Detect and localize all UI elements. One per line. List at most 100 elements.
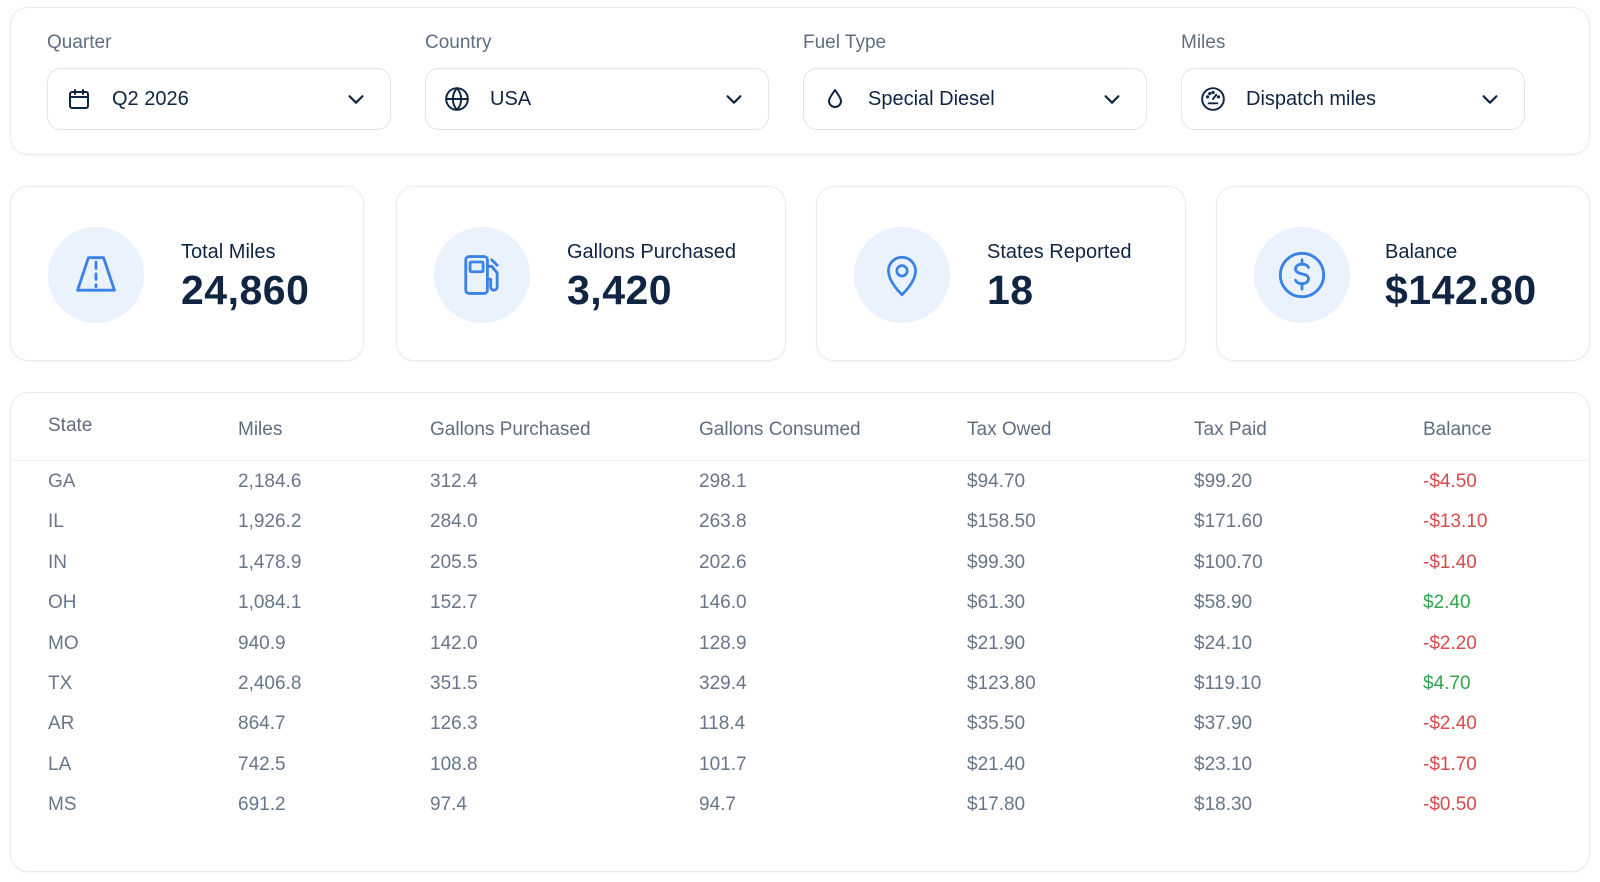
table-row[interactable]: OH 1,084.1 152.7 146.0 $61.30 $58.90 $2.40 — [11, 592, 1589, 632]
cell-gallons-consumed: 263.8 — [699, 511, 747, 533]
cell-balance: $2.40 — [1423, 592, 1471, 614]
miles-label: Miles — [1181, 32, 1226, 53]
cell-miles: 1,478.9 — [238, 551, 302, 573]
country-label: Country — [425, 32, 492, 53]
cell-gallons-purchased: 126.3 — [430, 713, 478, 735]
cell-state: GA — [48, 471, 76, 492]
cell-miles: 742.5 — [238, 753, 286, 775]
chevron-down-icon — [1100, 87, 1124, 111]
cell-miles: 1,084.1 — [238, 592, 302, 614]
cell-gallons-purchased: 351.5 — [430, 673, 478, 694]
cell-tax-paid: $37.90 — [1194, 713, 1253, 735]
fuel-type-select[interactable]: Special Diesel — [803, 68, 1147, 130]
cell-tax-owed: $21.40 — [967, 753, 1026, 775]
state-summary-table: State Miles Gallons Purchased Gallons Co… — [10, 392, 1590, 872]
total-miles-label: Total Miles — [181, 241, 276, 263]
states-reported-label: States Reported — [987, 241, 1132, 263]
cell-state: MS — [48, 794, 77, 816]
cell-miles: 1,926.2 — [238, 511, 302, 533]
cell-state: TX — [48, 673, 73, 694]
cell-tax-owed: $17.80 — [967, 794, 1026, 816]
cell-gallons-purchased: 205.5 — [430, 551, 478, 573]
column-header-gallons-consumed[interactable]: Gallons Consumed — [699, 419, 861, 440]
chevron-down-icon — [1478, 87, 1502, 111]
table-row[interactable]: TX 2,406.8 351.5 329.4 $123.80 $119.10 $4.70 — [11, 673, 1589, 713]
gallons-purchased-card: Gallons Purchased 3,420 — [396, 186, 786, 361]
table-row[interactable]: IL 1,926.2 284.0 263.8 $158.50 $171.60 -$13.10 — [11, 511, 1589, 551]
cell-balance: $4.70 — [1423, 673, 1471, 694]
quarter-value: Q2 2026 — [112, 87, 189, 110]
chevron-down-icon — [344, 87, 368, 111]
quarter-label: Quarter — [47, 32, 112, 53]
cell-balance: -$1.70 — [1423, 753, 1477, 775]
cell-gallons-consumed: 202.6 — [699, 551, 747, 573]
cell-miles: 940.9 — [238, 632, 286, 654]
cell-miles: 2,406.8 — [238, 673, 302, 694]
fuel-pump-icon — [434, 227, 530, 323]
balance-value: $142.80 — [1385, 267, 1537, 313]
cell-state: MO — [48, 632, 79, 654]
gauge-icon — [1200, 86, 1226, 112]
cell-gallons-purchased: 108.8 — [430, 753, 478, 775]
cell-balance: -$4.50 — [1423, 471, 1477, 492]
cell-tax-paid: $58.90 — [1194, 592, 1253, 614]
cell-tax-paid: $119.10 — [1194, 673, 1262, 694]
cell-tax-owed: $123.80 — [967, 673, 1036, 694]
cell-tax-paid: $18.30 — [1194, 794, 1253, 816]
cell-gallons-consumed: 146.0 — [699, 592, 747, 614]
cell-balance: -$13.10 — [1423, 511, 1488, 533]
table-row[interactable]: IN 1,478.9 205.5 202.6 $99.30 $100.70 -$1.40 — [11, 552, 1589, 592]
table-row[interactable]: LA 742.5 108.8 101.7 $21.40 $23.10 -$1.70 — [11, 754, 1589, 794]
fuel-type-value: Special Diesel — [868, 87, 995, 110]
cell-gallons-consumed: 94.7 — [699, 794, 736, 816]
cell-miles: 691.2 — [238, 794, 286, 816]
map-pin-icon — [854, 227, 950, 323]
cell-state: AR — [48, 713, 75, 735]
miles-select[interactable]: Dispatch miles — [1181, 68, 1525, 130]
total-miles-value: 24,860 — [181, 267, 310, 313]
cell-tax-owed: $94.70 — [967, 471, 1026, 492]
cell-tax-paid: $99.20 — [1194, 471, 1253, 492]
cell-gallons-consumed: 329.4 — [699, 673, 747, 694]
table-row[interactable]: MS 691.2 97.4 94.7 $17.80 $18.30 -$0.50 — [11, 794, 1589, 834]
table-row[interactable]: MO 940.9 142.0 128.9 $21.90 $24.10 -$2.20 — [11, 633, 1589, 673]
cell-gallons-purchased: 312.4 — [430, 471, 478, 492]
cell-gallons-consumed: 118.4 — [699, 713, 746, 735]
table-header: State Miles Gallons Purchased Gallons Co… — [11, 393, 1589, 461]
balance-card: Balance $142.80 — [1216, 186, 1590, 361]
column-header-miles[interactable]: Miles — [238, 419, 283, 440]
cell-gallons-consumed: 298.1 — [699, 471, 747, 492]
balance-label: Balance — [1385, 241, 1458, 263]
cell-balance: -$2.40 — [1423, 713, 1477, 735]
cell-balance: -$2.20 — [1423, 632, 1477, 654]
cell-tax-owed: $35.50 — [967, 713, 1026, 735]
table-row[interactable]: GA 2,184.6 312.4 298.1 $94.70 $99.20 -$4.50 — [11, 471, 1589, 511]
calendar-icon — [66, 86, 92, 112]
droplet-icon — [822, 86, 848, 112]
cell-state: IL — [48, 511, 64, 533]
filter-bar: Quarter Q2 2026 Country USA — [10, 7, 1590, 155]
states-reported-card: States Reported 18 — [816, 186, 1186, 361]
globe-icon — [444, 86, 470, 112]
column-header-tax-owed[interactable]: Tax Owed — [967, 419, 1052, 440]
column-header-balance[interactable]: Balance — [1423, 419, 1492, 440]
miles-value: Dispatch miles — [1246, 87, 1377, 110]
cell-miles: 864.7 — [238, 713, 286, 735]
cell-tax-owed: $21.90 — [967, 632, 1026, 654]
cell-gallons-purchased: 152.7 — [430, 592, 478, 614]
cell-tax-owed: $158.50 — [967, 511, 1036, 533]
cell-balance: -$1.40 — [1423, 551, 1477, 573]
table-row[interactable]: AR 864.7 126.3 118.4 $35.50 $37.90 -$2.40 — [11, 713, 1589, 753]
cell-gallons-purchased: 284.0 — [430, 511, 478, 533]
cell-gallons-consumed: 128.9 — [699, 632, 747, 654]
quarter-select[interactable]: Q2 2026 — [47, 68, 391, 130]
column-header-state[interactable]: State — [48, 415, 93, 436]
cell-gallons-purchased: 97.4 — [430, 794, 467, 816]
dollar-circle-icon — [1254, 227, 1350, 323]
column-header-tax-paid[interactable]: Tax Paid — [1194, 419, 1267, 440]
country-select[interactable]: USA — [425, 68, 769, 130]
cell-state: IN — [48, 551, 67, 573]
column-header-gallons-purchased[interactable]: Gallons Purchased — [430, 419, 591, 440]
country-value: USA — [490, 87, 532, 110]
cell-state: OH — [48, 592, 77, 614]
